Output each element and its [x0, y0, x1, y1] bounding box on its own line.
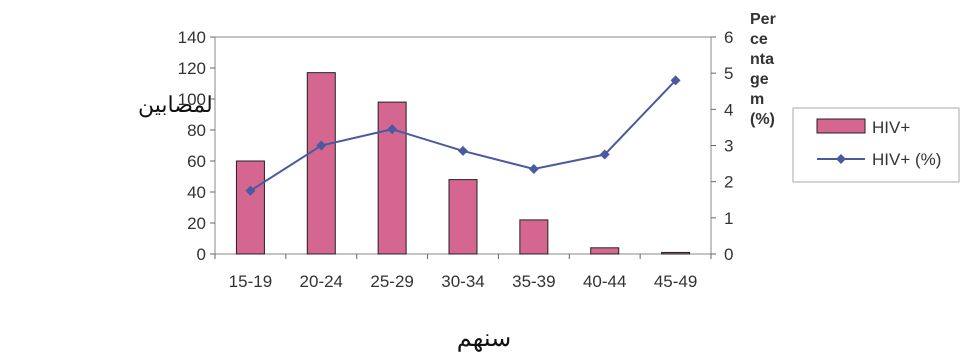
y-tick-label: 140 — [178, 28, 206, 47]
x-tick-label: 35-39 — [512, 272, 555, 291]
y2-axis-label-line: nta — [750, 51, 774, 68]
bar — [448, 179, 478, 255]
y2-tick-label: 2 — [724, 173, 733, 192]
x-tick-label: 30-34 — [441, 272, 484, 291]
legend-label: HIV+ (%) — [872, 150, 941, 169]
y2-tick-label: 0 — [724, 245, 733, 264]
line-point — [316, 140, 327, 151]
line-point — [599, 149, 610, 160]
y2-tick-label: 4 — [724, 100, 733, 119]
legend-swatch-marker — [836, 154, 846, 164]
legend-swatch-bar — [816, 118, 866, 134]
y2-tick-label: 1 — [724, 209, 733, 228]
y-tick-label: 100 — [178, 90, 206, 109]
x-tick-label: 40-44 — [583, 272, 626, 291]
bar — [235, 160, 265, 255]
bar — [661, 251, 691, 255]
line-point — [670, 75, 681, 86]
line-point — [458, 145, 468, 156]
y-tick-label: 40 — [187, 183, 206, 202]
y-tick-label: 80 — [187, 121, 206, 140]
y2-tick-label: 6 — [724, 28, 733, 47]
y2-axis-label-line: Per — [750, 11, 776, 28]
line-point — [245, 185, 256, 196]
line-point — [528, 164, 539, 175]
y-tick-label: 120 — [178, 59, 206, 78]
legend-label: HIV+ — [872, 118, 910, 137]
bar — [519, 219, 549, 255]
y2-tick-label: 5 — [724, 64, 733, 83]
y2-axis-label-line: (%) — [750, 111, 775, 128]
y-tick-label: 20 — [187, 214, 206, 233]
y2-axis-label: Per ce nta ge m (%) — [750, 11, 776, 128]
y2-tick-label: 3 — [724, 137, 733, 156]
x-tick-label: 15-19 — [229, 272, 272, 291]
x-tick-label: 45-49 — [654, 272, 697, 291]
y2-axis-label-line: m — [750, 91, 764, 108]
x-tick-label: 25-29 — [370, 272, 413, 291]
y2-axis-label-line: ge — [750, 71, 769, 88]
y2-axis-label-line: ce — [750, 31, 768, 48]
y-tick-label: 60 — [187, 152, 206, 171]
x-tick-label: 20-24 — [300, 272, 343, 291]
line-point — [387, 124, 398, 135]
y-tick-label: 0 — [197, 245, 206, 264]
bar — [590, 247, 620, 255]
bar — [306, 72, 336, 255]
x-axis-label: سنهم — [457, 324, 511, 352]
